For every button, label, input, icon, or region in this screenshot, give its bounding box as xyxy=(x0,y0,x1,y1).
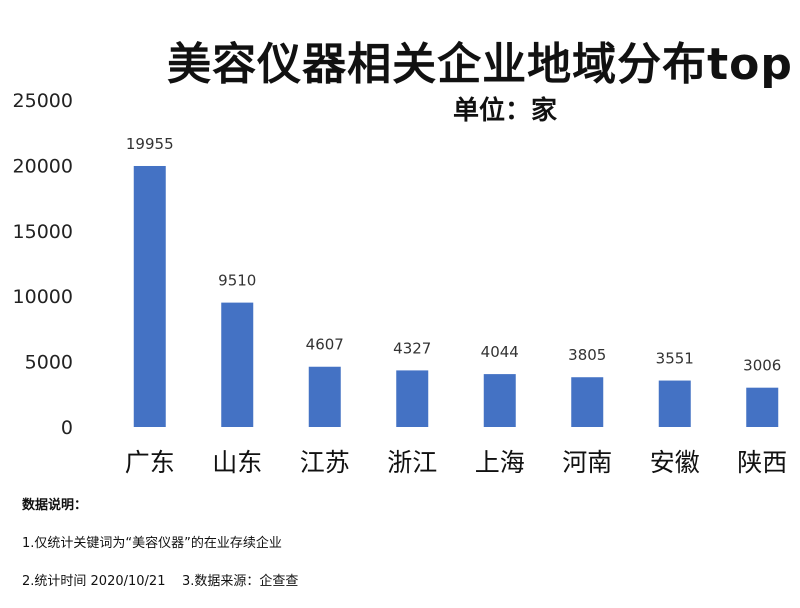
bar xyxy=(483,374,516,427)
data-label: 4607 xyxy=(306,336,344,354)
bar-chart: 0 5000 10000 15000 20000 25000 19955 广东 9510 山东 46… xyxy=(13,90,788,477)
bar xyxy=(133,165,166,428)
notes-heading: 数据说明： xyxy=(22,498,88,513)
data-label: 4327 xyxy=(393,339,431,357)
notes-line-2: 2.统计时间 2020/10/21 3.数据来源：企查查 xyxy=(22,574,299,589)
data-label: 4044 xyxy=(481,343,519,361)
x-tick-label: 山东 xyxy=(212,448,262,477)
chart-title: 美容仪器相关企业地域分布top xyxy=(167,39,793,90)
data-label: 3006 xyxy=(743,357,781,375)
notes-line-1: 1.仅统计关键词为“美容仪器”的在业存续企业 xyxy=(22,536,282,551)
bar xyxy=(308,366,341,427)
x-tick-label: 浙江 xyxy=(387,448,437,477)
bar xyxy=(746,387,779,427)
x-tick-label: 江苏 xyxy=(300,448,350,477)
data-notes: 数据说明： 1.仅统计关键词为“美容仪器”的在业存续企业 2.统计时间 2020… xyxy=(22,494,298,608)
bar xyxy=(658,380,691,427)
x-tick-label: 广东 xyxy=(125,448,175,477)
x-tick-label: 河南 xyxy=(562,448,612,477)
data-label: 3805 xyxy=(568,346,606,364)
data-label: 9510 xyxy=(218,272,256,290)
data-label: 19955 xyxy=(126,135,174,153)
y-tick-label: 20000 xyxy=(13,155,73,177)
y-tick-label: 25000 xyxy=(13,90,73,112)
data-label: 3551 xyxy=(656,350,694,368)
bar xyxy=(396,370,429,427)
y-tick-label: 15000 xyxy=(13,221,73,243)
x-tick-label: 安徽 xyxy=(650,448,700,477)
bar xyxy=(221,302,254,427)
x-tick-label: 上海 xyxy=(475,448,525,477)
x-tick-label: 陕西 xyxy=(737,448,787,477)
chart-subtitle: 单位：家 xyxy=(452,96,557,126)
y-tick-label: 5000 xyxy=(25,352,73,374)
bar xyxy=(571,377,604,427)
y-tick-label: 0 xyxy=(61,417,73,439)
y-tick-label: 10000 xyxy=(13,286,73,308)
